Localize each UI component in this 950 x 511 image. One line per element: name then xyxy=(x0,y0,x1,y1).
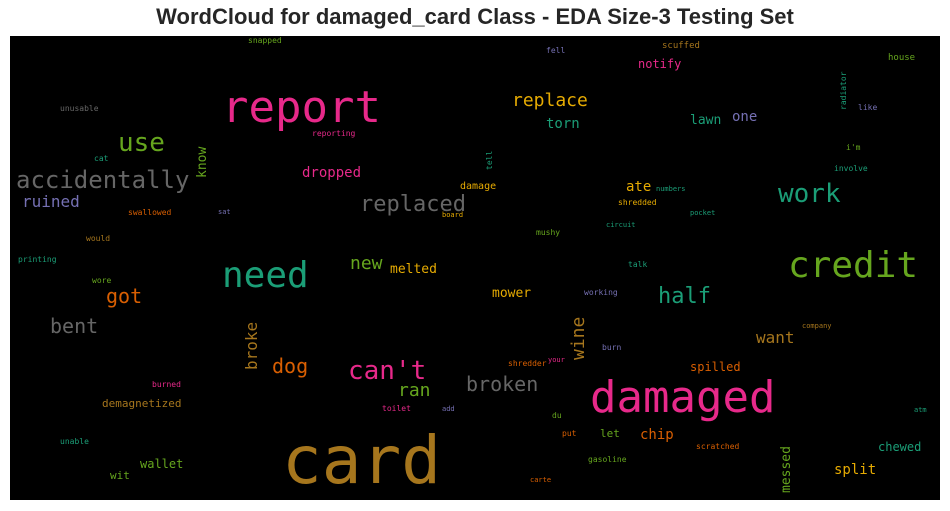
word-half: half xyxy=(658,284,711,309)
word-gasoline: gasoline xyxy=(588,455,627,464)
word-toilet: toilet xyxy=(382,404,411,413)
word-credit: credit xyxy=(788,245,919,286)
word-ran: ran xyxy=(398,380,431,401)
word-house: house xyxy=(888,53,916,63)
word-mower: mower xyxy=(492,286,532,301)
word-broken: broken xyxy=(466,372,539,396)
word-wine: wine xyxy=(568,316,589,360)
word-know: know xyxy=(195,146,210,178)
word-replaced: replaced xyxy=(360,192,466,217)
word-working: working xyxy=(584,288,618,297)
word-bent: bent xyxy=(50,314,99,338)
word-would: would xyxy=(86,234,111,243)
word-messed: messed xyxy=(779,446,794,493)
word-involve: involve xyxy=(834,164,868,173)
word-mushy: mushy xyxy=(536,228,561,237)
word-numbers: numbers xyxy=(656,185,686,193)
word-damaged: damaged xyxy=(590,372,776,423)
word-ate: ate xyxy=(626,179,652,195)
word-tell: tell xyxy=(485,150,494,170)
word-unable: unable xyxy=(60,437,89,446)
wordcloud-canvas: card report damaged credit need accidentally c… xyxy=(10,36,940,500)
word-talk: talk xyxy=(628,260,648,269)
word-chip: chip xyxy=(640,427,674,443)
word-split: split xyxy=(834,462,877,478)
word-reporting: reporting xyxy=(312,129,356,138)
word-wore: wore xyxy=(92,276,112,285)
word-scratched: scratched xyxy=(696,442,740,451)
word-your: your xyxy=(548,356,565,364)
word-use: use xyxy=(118,128,165,158)
word-broke: broke xyxy=(242,321,261,370)
word-like: like xyxy=(858,103,878,112)
word-card: card xyxy=(282,422,441,499)
word-spilled: spilled xyxy=(690,360,741,374)
word-damage: damage xyxy=(460,181,497,192)
word-fell: fell xyxy=(546,46,566,55)
word-can-t: can't xyxy=(348,356,427,386)
word-wit: wit xyxy=(110,469,130,482)
chart-title: WordCloud for damaged_card Class - EDA S… xyxy=(156,4,794,29)
word-scuffed: scuffed xyxy=(662,41,700,51)
word-carte: carte xyxy=(530,476,552,484)
word-put: put xyxy=(562,429,577,438)
word-dog: dog xyxy=(272,354,309,378)
word-dropped: dropped xyxy=(302,165,362,181)
word-board: board xyxy=(442,211,464,219)
word-circuit: circuit xyxy=(606,221,636,229)
word-need: need xyxy=(222,255,309,296)
word-demagnetized: demagnetized xyxy=(102,397,182,410)
word-ruined: ruined xyxy=(22,192,80,211)
word-pocket: pocket xyxy=(690,209,716,217)
word-cat: cat xyxy=(94,154,109,163)
word-accidentally: accidentally xyxy=(16,166,190,194)
word-i-m: i'm xyxy=(846,143,861,152)
word-snapped: snapped xyxy=(248,36,282,45)
word-wallet: wallet xyxy=(140,457,184,471)
word-burn: burn xyxy=(602,343,622,352)
word-burned: burned xyxy=(152,380,181,389)
word-let: let xyxy=(600,427,620,440)
word-notify: notify xyxy=(638,57,682,71)
word-want: want xyxy=(756,328,795,347)
word-replace: replace xyxy=(512,90,588,111)
word-printing: printing xyxy=(18,255,57,264)
word-unusable: unusable xyxy=(60,104,99,113)
word-torn: torn xyxy=(546,116,580,132)
word-one: one xyxy=(732,109,758,125)
word-chewed: chewed xyxy=(878,440,922,454)
word-lawn: lawn xyxy=(690,113,722,128)
word-work: work xyxy=(778,179,841,209)
word-melted: melted xyxy=(390,262,437,277)
word-du: du xyxy=(552,411,562,420)
word-company: company xyxy=(802,322,832,330)
word-new: new xyxy=(350,253,383,274)
word-shredder: shredder xyxy=(508,359,547,368)
word-radiator: radiator xyxy=(839,71,848,110)
word-report: report xyxy=(222,82,381,133)
word-got: got xyxy=(106,284,143,308)
word-add: add xyxy=(442,405,455,413)
word-atm: atm xyxy=(914,406,927,414)
word-swallowed: swallowed xyxy=(128,208,172,217)
word-sat: sat xyxy=(218,208,231,216)
word-shredded: shredded xyxy=(618,198,657,207)
